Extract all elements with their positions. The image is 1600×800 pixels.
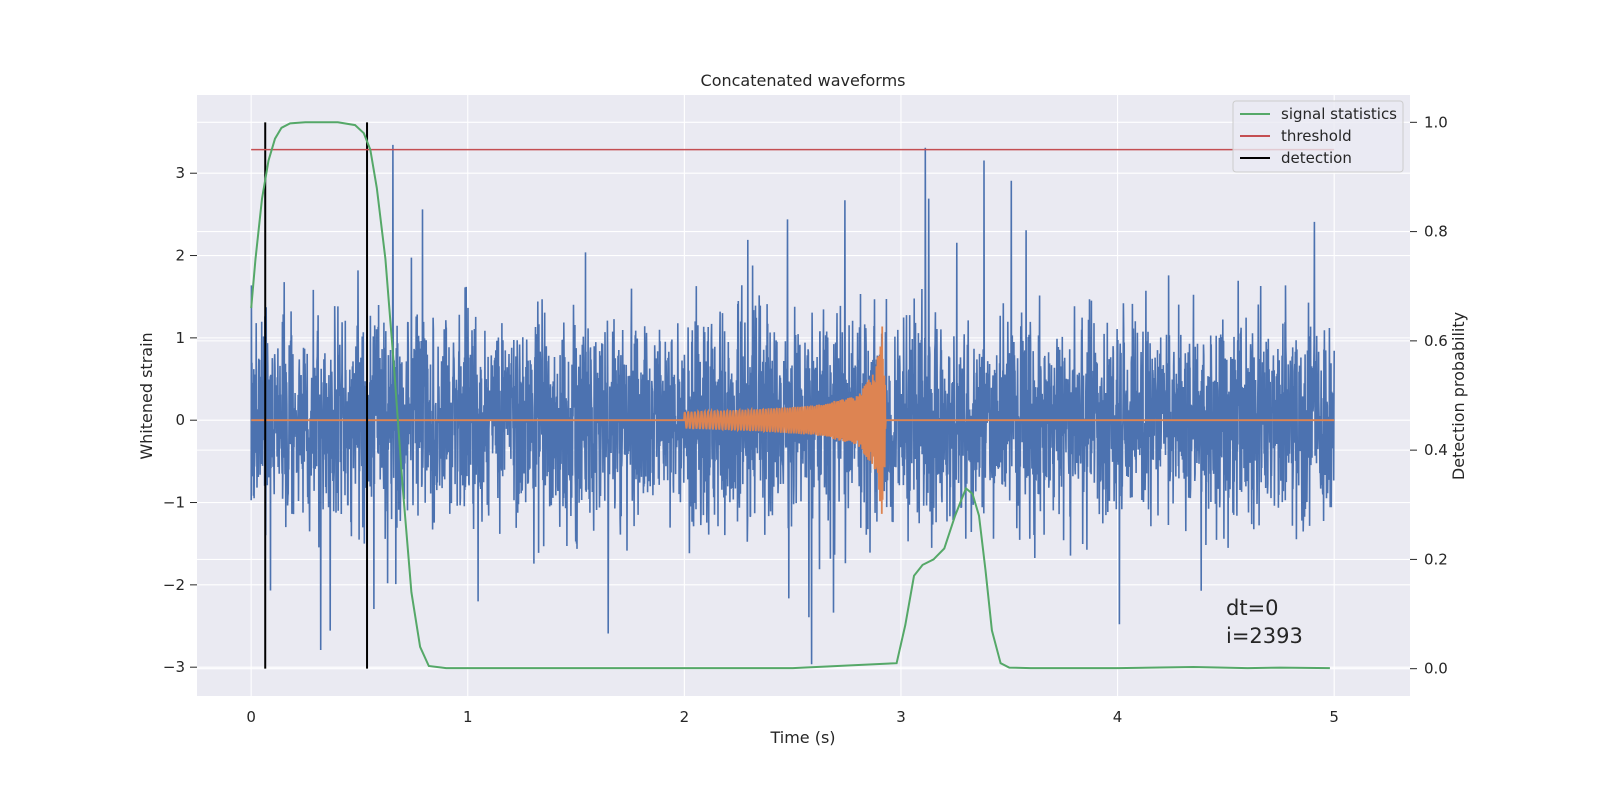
y-tick-label: −2 xyxy=(163,576,185,594)
series-detection xyxy=(264,122,369,669)
x-tick-label: 1 xyxy=(463,708,473,726)
right-y-axis-ticks: 0.0 0.2 0.4 0.6 0.8 1.0 xyxy=(1410,113,1448,678)
x-tick-label: 2 xyxy=(680,708,690,726)
x-tick-label: 5 xyxy=(1329,708,1339,726)
right-y-tick-label: 0.2 xyxy=(1424,550,1448,568)
legend: signal statistics threshold detection xyxy=(1232,100,1404,173)
legend-label-signal-statistics: signal statistics xyxy=(1281,105,1397,123)
y-tick-label: −3 xyxy=(163,658,185,676)
series-whitened-strain xyxy=(250,144,1335,665)
x-axis-label: Time (s) xyxy=(769,728,835,747)
y-axis-ticks: −3 −2 −1 0 1 2 3 xyxy=(163,164,197,676)
annotation-index: i=2393 xyxy=(1226,624,1303,648)
y-tick-label: 1 xyxy=(175,329,185,347)
series-chirp-template xyxy=(251,326,1335,514)
y-tick-label: 3 xyxy=(175,164,185,182)
right-y-tick-label: 0.8 xyxy=(1424,223,1448,241)
legend-label-detection: detection xyxy=(1281,149,1352,167)
right-y-tick-label: 1.0 xyxy=(1424,113,1448,131)
plot-area xyxy=(250,121,1335,670)
right-y-tick-label: 0.4 xyxy=(1424,441,1448,459)
y-tick-label: 2 xyxy=(175,247,185,265)
x-axis-ticks: 0 1 2 3 4 5 xyxy=(246,708,1339,726)
series-signal-statistics xyxy=(250,121,1330,670)
legend-frame xyxy=(1232,100,1404,173)
annotation-dt: dt=0 xyxy=(1226,596,1279,620)
x-tick-label: 3 xyxy=(896,708,906,726)
y-axis-label: Whitened strain xyxy=(137,332,156,459)
right-y-tick-label: 0.6 xyxy=(1424,332,1448,350)
right-y-axis-label: Detection probability xyxy=(1449,312,1468,480)
x-tick-label: 4 xyxy=(1113,708,1123,726)
chart-title: Concatenated waveforms xyxy=(701,71,906,90)
right-y-tick-label: 0.0 xyxy=(1424,660,1448,678)
y-tick-label: 0 xyxy=(175,411,185,429)
legend-label-threshold: threshold xyxy=(1281,127,1352,145)
x-tick-label: 0 xyxy=(246,708,256,726)
y-tick-label: −1 xyxy=(163,494,185,512)
